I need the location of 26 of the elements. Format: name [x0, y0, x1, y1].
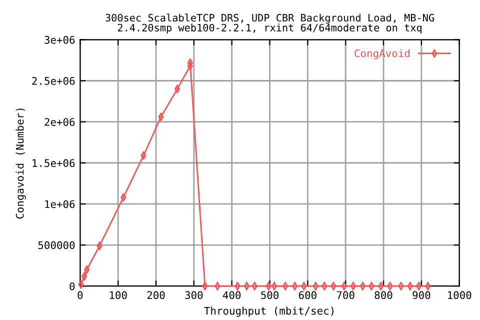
y-tick-label: 500000: [38, 241, 75, 250]
x-tick-label: 800: [374, 291, 392, 300]
x-tick-label: 0: [78, 291, 83, 300]
legend-label: CongAvoid: [354, 49, 410, 60]
y-tick-label: 1.5e+06: [32, 159, 75, 168]
x-tick-label: 400: [222, 291, 241, 300]
x-tick-label: 100: [110, 291, 127, 300]
x-tick-label: 300: [185, 291, 203, 300]
y-tick-label: 2.5e+06: [32, 77, 75, 85]
x-tick-label: 900: [412, 291, 430, 300]
point: [84, 266, 90, 274]
y-tick-label: 3e+06: [44, 36, 75, 44]
y-tick-label: 2e+06: [44, 118, 75, 126]
x-tick-label: 600: [298, 291, 316, 300]
y-axis-title: Congavoid (Number): [16, 108, 26, 219]
chart-title: 300sec ScalableTCP DRS, UDP CBR Background Load, MB-NG 2.4.20smp web100-2.2.1, rxint 64/64moderate on txq: [106, 14, 434, 34]
x-tick-label: 700: [336, 291, 354, 300]
point: [96, 242, 102, 250]
point: [187, 58, 193, 67]
x-axis-title: Throughput (mbit/sec): [204, 306, 334, 317]
y-tick-label: 1e+06: [45, 200, 75, 208]
point: [82, 272, 88, 280]
x-tick-label: 500: [261, 291, 278, 300]
x-tick-label: 1000: [448, 291, 472, 300]
y-tick-label: 0: [70, 282, 75, 290]
x-tick-label: 200: [147, 291, 165, 300]
